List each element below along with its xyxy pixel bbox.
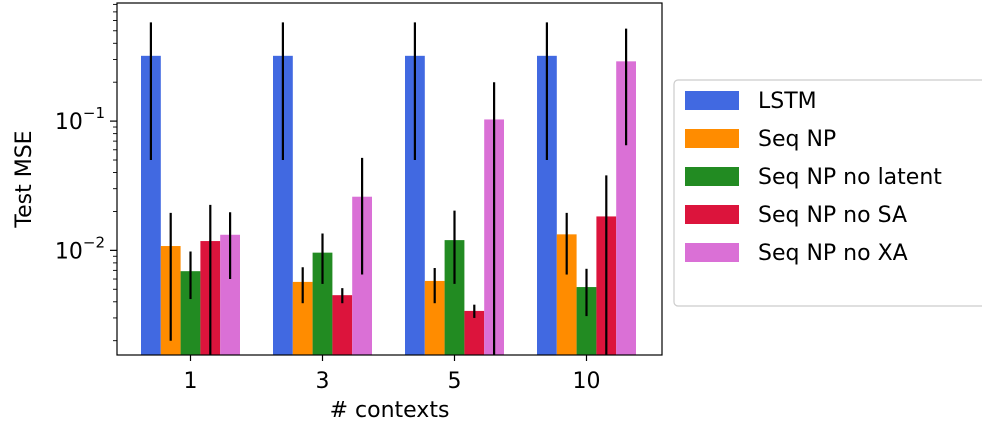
legend-label: Seq NP no latent <box>758 165 942 190</box>
x-axis-label: # contexts <box>330 398 450 423</box>
x-tick-label: 3 <box>316 369 330 394</box>
bar <box>616 61 636 355</box>
bar <box>312 252 333 355</box>
bar <box>273 55 293 355</box>
legend-swatch <box>685 205 739 224</box>
legend-label: LSTM <box>758 89 817 114</box>
x-tick-label: 10 <box>573 369 601 394</box>
legend-swatch <box>685 243 739 262</box>
x-axis: 1 3 5 10 <box>184 355 601 394</box>
legend-box <box>673 79 982 307</box>
legend-swatch <box>685 91 739 110</box>
legend-label: Seq NP <box>758 127 836 152</box>
bar <box>180 271 201 355</box>
plot-frame <box>116 2 663 356</box>
bar <box>292 281 313 355</box>
bar <box>220 234 240 355</box>
x-tick-label: 1 <box>184 369 198 394</box>
bar <box>576 287 597 355</box>
bar <box>464 310 485 355</box>
x-tick-label: 5 <box>448 369 462 394</box>
y-tick-label: 10−2 <box>55 233 105 264</box>
bar <box>424 280 445 355</box>
legend-swatch <box>685 129 739 148</box>
bar <box>332 295 353 355</box>
bars-layer <box>141 55 636 355</box>
bar <box>352 196 372 355</box>
errorbars-layer <box>149 22 628 355</box>
legend-label: Seq NP no XA <box>758 241 908 266</box>
bar <box>556 234 577 355</box>
legend-swatch <box>685 167 739 186</box>
legend-label: Seq NP no SA <box>758 203 907 228</box>
y-tick-label: 10−1 <box>55 104 105 135</box>
bar <box>405 55 425 355</box>
legend: LSTM Seq NP Seq NP no latent Seq NP no SA Se… <box>673 79 982 307</box>
bar <box>141 55 161 355</box>
bar <box>444 240 465 355</box>
y-axis: 10−1 10−2 <box>55 3 117 342</box>
bar <box>537 55 557 355</box>
y-axis-label: Test MSE <box>12 130 37 228</box>
